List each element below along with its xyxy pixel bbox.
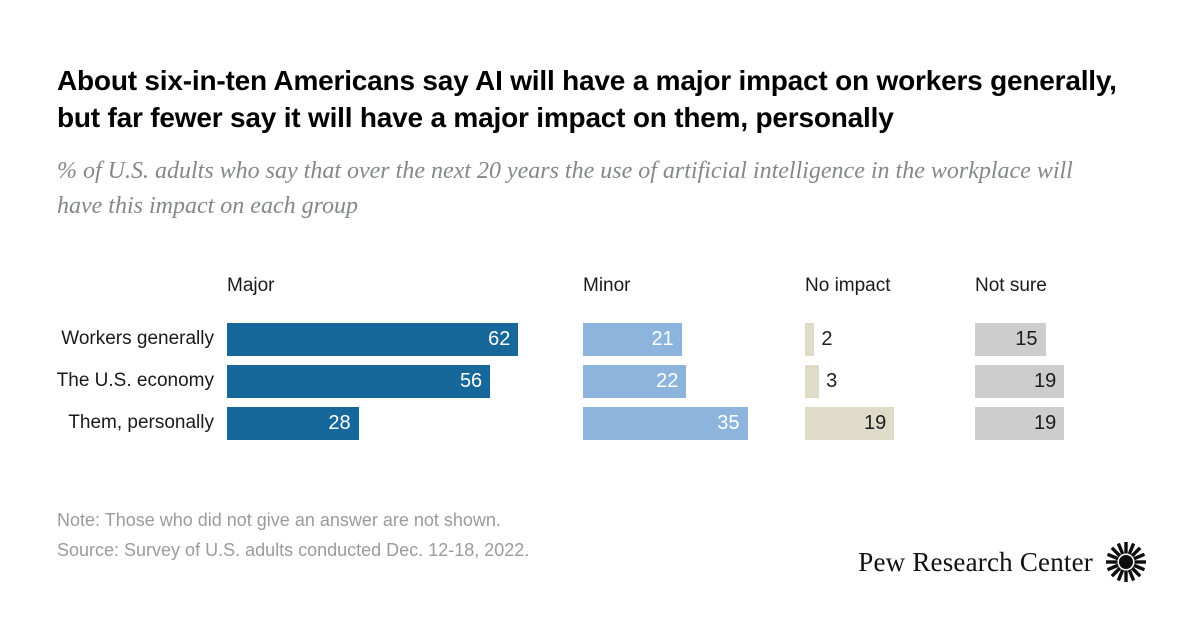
bar: 19 [975, 364, 1065, 398]
bar: 56 [227, 364, 491, 398]
bar-cell: 22 [583, 360, 805, 402]
bar-value-label: 19 [864, 412, 887, 434]
bar-value-label: 2 [821, 328, 833, 350]
column-header-minor: Minor [583, 275, 631, 296]
source-text: Source: Survey of U.S. adults conducted … [57, 540, 530, 560]
bar-value-label: 19 [1034, 412, 1057, 434]
row-label: Workers generally [61, 328, 214, 349]
column-header-major: Major [227, 275, 275, 296]
bar-value-label: 21 [651, 328, 674, 350]
bar: 15 [975, 322, 1046, 356]
bar [805, 364, 820, 398]
bar: 28 [227, 406, 359, 440]
bar-value-label: 15 [1015, 328, 1038, 350]
bar-cell: 21 [583, 318, 805, 360]
bar: 35 [583, 406, 748, 440]
pew-logo-wordmark: Pew Research Center [858, 546, 1093, 577]
column-header-no-impact: No impact [805, 275, 891, 296]
bar-cell: 19 [975, 402, 1143, 444]
pew-logo: Pew Research Center [858, 540, 1148, 584]
bar-cell: 56 [227, 360, 583, 402]
chart-grid: Major Minor No impact Not sure Workers gener… [56, 275, 1143, 444]
row-label: The U.S. economy [56, 370, 214, 391]
chart-title: About six-in-ten Americans say AI will h… [57, 65, 1117, 133]
bar: 21 [583, 322, 682, 356]
bar-cell: 19 [805, 402, 975, 444]
pew-sunburst-icon [1106, 542, 1146, 582]
bar-value-label: 19 [1034, 370, 1057, 392]
bar-cell: 3 [805, 360, 975, 402]
bar: 19 [975, 406, 1065, 440]
bar-cell: 15 [975, 318, 1143, 360]
footer-notes: Note: Those who did not give an answer a… [57, 505, 529, 565]
row-label: Them, personally [68, 412, 214, 433]
bar-cell: 28 [227, 402, 583, 444]
bar-value-label: 56 [459, 370, 483, 392]
bar: 19 [805, 406, 895, 440]
note-text: Note: Those who did not give an answer a… [57, 510, 501, 530]
bar [805, 322, 815, 356]
bar-value-label: 35 [717, 412, 740, 434]
bar-chart: Major Minor No impact Not sure Workers gener… [56, 275, 1143, 444]
bar: 22 [583, 364, 687, 398]
bar-value-label: 62 [488, 328, 511, 350]
bar: 62 [227, 322, 519, 356]
bar-cell: 62 [227, 318, 583, 360]
bar-cell: 35 [583, 402, 805, 444]
bar-cell: 2 [805, 318, 975, 360]
bar-value-label: 28 [328, 412, 351, 434]
header-spacer [57, 276, 227, 304]
column-header-not-sure: Not sure [975, 275, 1047, 296]
chart-subtitle: % of U.S. adults who say that over the n… [57, 158, 1073, 219]
bar-value-label: 3 [826, 370, 838, 392]
bar-value-label: 22 [656, 370, 679, 392]
bar-cell: 19 [975, 360, 1143, 402]
